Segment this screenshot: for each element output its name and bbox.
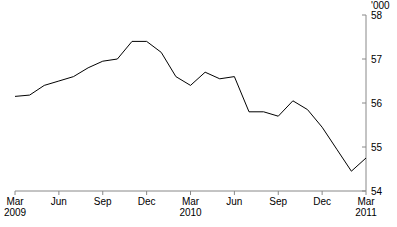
- x-tick-label-part: Jun: [51, 196, 67, 207]
- x-tick-label-part: 2010: [179, 207, 202, 218]
- y-tick: [362, 59, 366, 60]
- y-tick-label: 57: [371, 54, 383, 65]
- x-tick-label-part: Mar: [6, 196, 24, 207]
- x-tick-label-part: Dec: [138, 196, 156, 207]
- x-tick-label-part: Sep: [269, 196, 287, 207]
- x-tick-label: Dec: [313, 196, 331, 207]
- x-tick-label: Mar2010: [179, 196, 202, 218]
- x-tick: [322, 191, 323, 195]
- y-tick: [362, 191, 366, 192]
- y-tick: [362, 147, 366, 148]
- x-tick: [102, 191, 103, 195]
- y-tick-label: 55: [371, 142, 383, 153]
- x-tick-label: Jun: [51, 196, 67, 207]
- y-tick: [362, 15, 366, 16]
- x-tick-label: Mar2011: [355, 196, 377, 218]
- plot-area: [15, 41, 366, 171]
- x-tick-label: Sep: [269, 196, 287, 207]
- x-tick-label-part: 2009: [4, 207, 27, 218]
- x-tick: [58, 191, 59, 195]
- x-tick: [146, 191, 147, 195]
- x-tick-label-part: Mar: [182, 196, 200, 207]
- y-tick-label: 56: [371, 98, 383, 109]
- x-tick-label: Sep: [94, 196, 112, 207]
- chart: 5455565758'000Mar2009JunSepDecMar2010Jun…: [0, 0, 397, 227]
- x-tick-label: Dec: [138, 196, 156, 207]
- x-tick: [278, 191, 279, 195]
- y-axis-label: '000: [371, 0, 390, 11]
- x-tick-label-part: Jun: [226, 196, 242, 207]
- y-tick-label: 58: [371, 10, 383, 21]
- x-tick: [234, 191, 235, 195]
- x-tick-label: Mar2009: [4, 196, 27, 218]
- y-tick: [362, 103, 366, 104]
- data-line: [15, 41, 366, 171]
- x-tick: [15, 191, 16, 195]
- x-tick-label: Jun: [226, 196, 242, 207]
- x-tick-label-part: Mar: [357, 196, 375, 207]
- x-tick-label-part: Dec: [313, 196, 331, 207]
- x-tick: [366, 191, 367, 195]
- y-tick-label: 54: [371, 186, 383, 197]
- x-tick-label-part: 2011: [355, 207, 377, 218]
- x-tick: [190, 191, 191, 195]
- x-tick-label-part: Sep: [94, 196, 112, 207]
